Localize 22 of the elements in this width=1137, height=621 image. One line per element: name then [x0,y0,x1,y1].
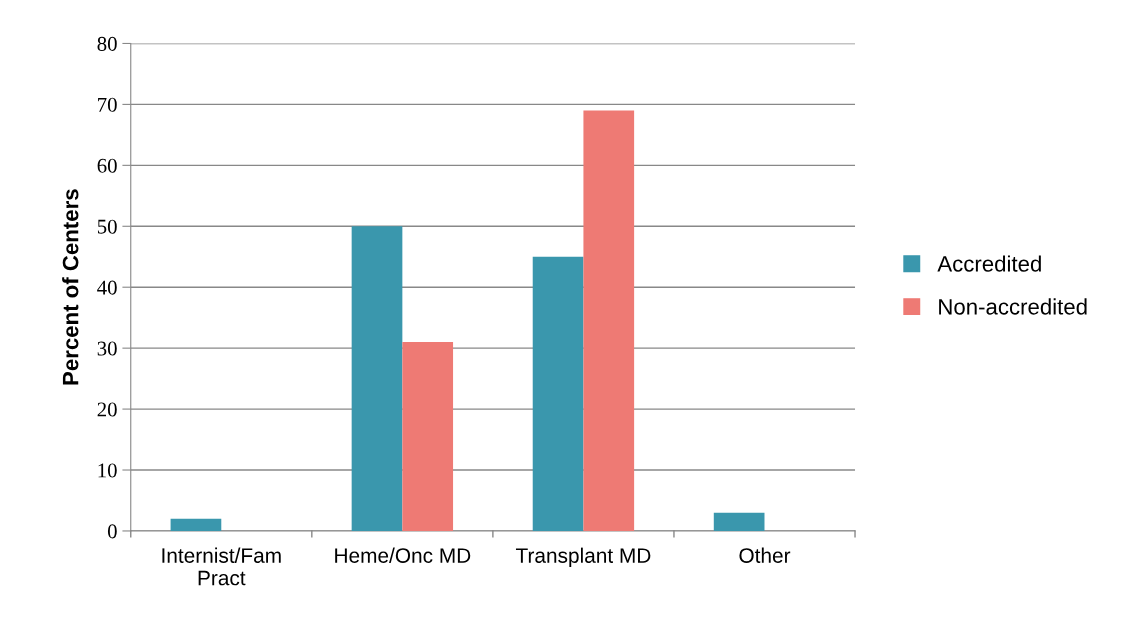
y-tick-label: 0 [107,524,117,539]
y-tick-label: 10 [98,463,117,478]
y-tick-label: 70 [98,97,117,112]
x-tick-label: Other [739,547,791,563]
y-tick-label: 60 [97,158,117,173]
y-tick-label: 30 [97,341,117,356]
legend-label: Accredited [937,255,1041,272]
x-tick-label: Transplant MD [515,547,651,568]
x-tick-label: Heme/Onc MD [335,547,471,563]
y-axis-title: Percent of Centers [62,189,79,385]
bar [170,518,222,531]
legend-label: Non-accredited [939,298,1087,315]
y-tick-label: 80 [97,36,117,51]
y-tick-label: 50 [97,219,117,234]
x-tick-label: Internist/Fam Pract [162,547,281,586]
bar [532,256,584,531]
y-tick-label: 40 [97,280,117,295]
bar [713,512,765,531]
bar [351,226,403,531]
y-tick-label: 20 [97,402,117,417]
bar [402,342,454,531]
bar [583,110,635,531]
